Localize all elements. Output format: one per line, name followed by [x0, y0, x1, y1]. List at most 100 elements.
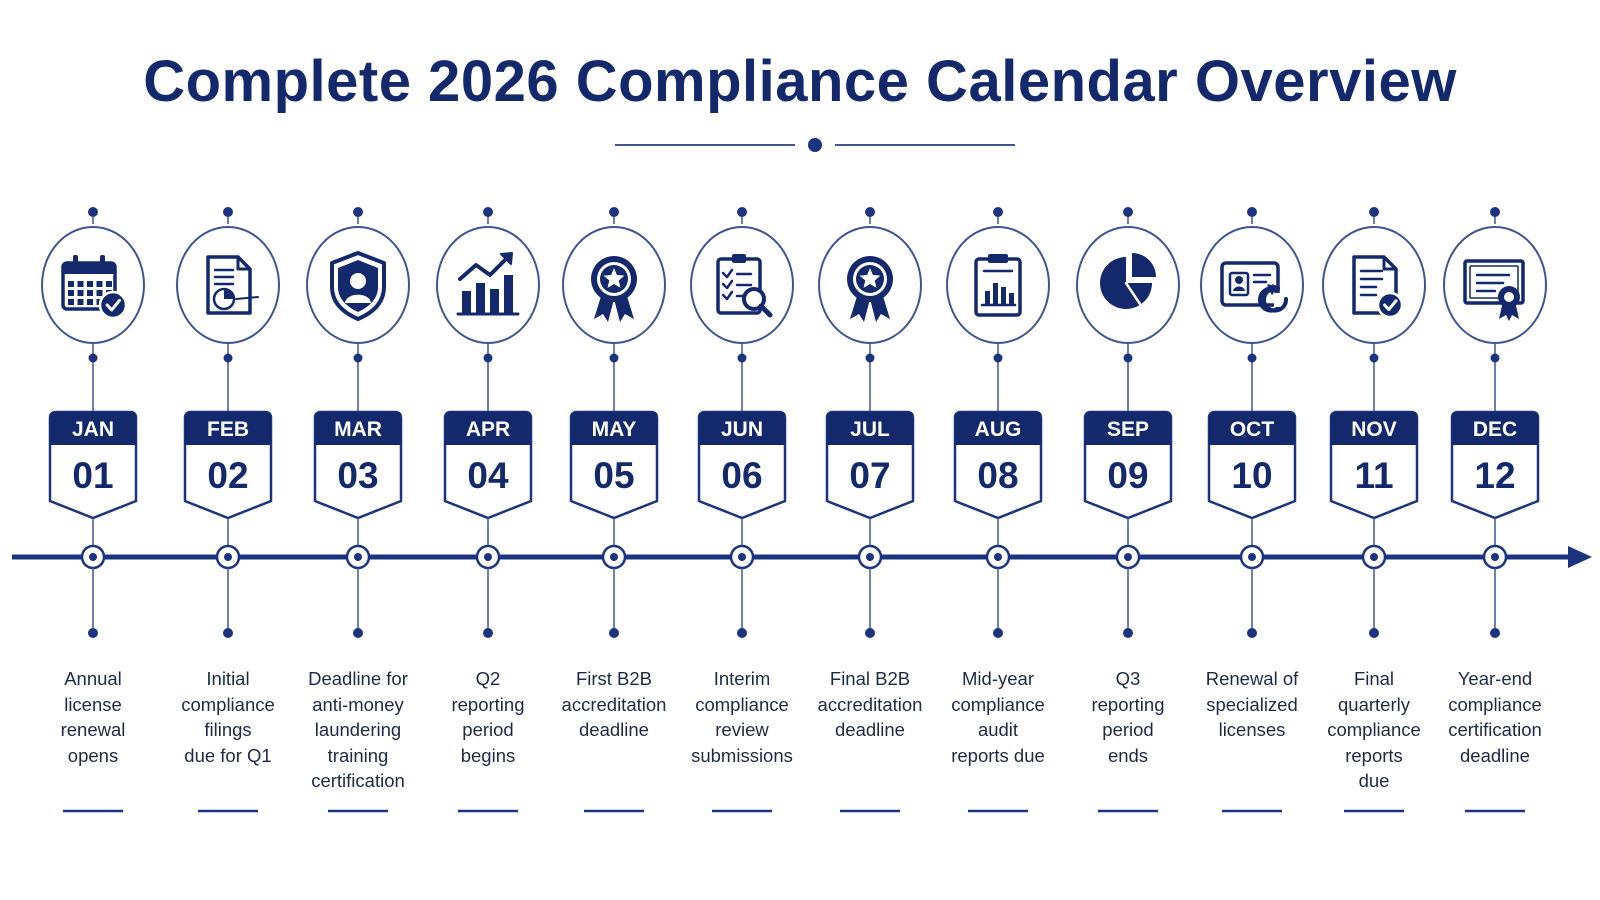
bottom-dot — [483, 628, 493, 638]
date-tag-header — [1209, 412, 1295, 445]
milestone-feb: FEB 02 — [176, 207, 280, 813]
clipboard-search-icon — [716, 254, 773, 318]
timeline-arrowhead — [1568, 546, 1592, 568]
month-label: DEC — [1473, 418, 1517, 441]
month-label: MAR — [334, 418, 382, 441]
date-tag-header — [50, 412, 136, 445]
day-number: 09 — [1107, 455, 1148, 496]
top-dot — [993, 207, 1003, 217]
milestone-description: Q2 reporting period begins — [451, 668, 525, 766]
day-number: 01 — [72, 455, 113, 496]
date-tag-header — [1331, 412, 1417, 445]
month-label: APR — [466, 418, 510, 441]
milestone-sep: SEP 09 — [1076, 207, 1180, 813]
bottom-dot — [353, 628, 363, 638]
pie-chart-icon — [1100, 253, 1158, 309]
milestone-may: MAY 05 — [562, 207, 666, 813]
month-label: SEP — [1107, 418, 1149, 441]
month-label: JUN — [721, 418, 763, 441]
divider-line-right — [835, 144, 1015, 146]
bottom-dot — [223, 628, 233, 638]
top-dot — [609, 207, 619, 217]
day-number: 05 — [593, 455, 634, 496]
certificate-icon — [1463, 259, 1525, 321]
day-number: 04 — [467, 455, 509, 496]
milestone-description: Deadline for anti-money laundering training… — [308, 668, 408, 791]
month-label: JUL — [850, 418, 890, 441]
milestone-dec: DEC 12 — [1443, 207, 1547, 813]
clipboard-chart-icon — [974, 254, 1022, 317]
milestone-description: Q3 reporting period ends — [1091, 668, 1165, 766]
milestone-description: First B2B accreditation deadline — [561, 668, 667, 740]
milestone-description: Year-end compliance certification deadline — [1448, 668, 1542, 766]
top-dot — [865, 207, 875, 217]
license-renew-icon — [1220, 261, 1289, 313]
bottom-dot — [865, 628, 875, 638]
top-dot — [1123, 207, 1133, 217]
award-ribbon-icon — [591, 256, 637, 322]
day-number: 10 — [1231, 455, 1272, 496]
top-dot — [737, 207, 747, 217]
calendar-check-icon — [61, 255, 128, 320]
document-check-icon — [1352, 255, 1404, 319]
date-tag-header — [699, 412, 785, 445]
month-label: OCT — [1230, 418, 1275, 441]
date-tag-header — [1085, 412, 1171, 445]
top-dot — [1369, 207, 1379, 217]
top-dot — [223, 207, 233, 217]
date-tag-header — [315, 412, 401, 445]
milestone-oct: OCT 10 — [1200, 207, 1304, 813]
day-number: 02 — [207, 455, 248, 496]
month-label: JAN — [72, 418, 114, 441]
award-ribbon-icon — [847, 256, 893, 322]
top-dot — [1247, 207, 1257, 217]
day-number: 12 — [1474, 455, 1515, 496]
divider-line-left — [615, 144, 795, 146]
top-dot — [88, 207, 98, 217]
milestone-nov: NOV 11 — [1322, 207, 1426, 813]
bottom-dot — [88, 628, 98, 638]
bottom-dot — [1369, 628, 1379, 638]
milestone-description: Mid-year compliance audit reports due — [951, 668, 1045, 766]
date-tag-header — [1452, 412, 1538, 445]
date-tag-header — [571, 412, 657, 445]
title-divider — [615, 135, 1015, 155]
bottom-dot — [1247, 628, 1257, 638]
month-label: AUG — [975, 418, 1022, 441]
milestone-description: Renewal of specialized licenses — [1205, 668, 1299, 740]
document-chart-icon — [206, 255, 259, 315]
milestone-aug: AUG 08 — [946, 207, 1050, 813]
day-number: 06 — [721, 455, 762, 496]
date-tag-header — [827, 412, 913, 445]
bottom-dot — [737, 628, 747, 638]
milestone-description: Final quarterly compliance reports due — [1327, 668, 1421, 791]
milestone-description: Final B2B accreditation deadline — [817, 668, 923, 740]
date-tag-header — [955, 412, 1041, 445]
shield-user-icon — [330, 251, 386, 321]
month-label: NOV — [1351, 418, 1397, 441]
top-dot — [353, 207, 363, 217]
bottom-dot — [609, 628, 619, 638]
milestone-description: Interim compliance review submissions — [691, 668, 793, 766]
icon-badge — [436, 226, 540, 344]
bottom-dot — [1123, 628, 1133, 638]
day-number: 07 — [849, 455, 890, 496]
milestone-jul: JUL 07 — [818, 207, 922, 813]
milestone-jun: JUN 06 — [690, 207, 794, 813]
divider-dot — [808, 138, 822, 152]
top-dot — [1490, 207, 1500, 217]
month-label: MAY — [592, 418, 637, 441]
day-number: 08 — [977, 455, 1018, 496]
date-tag-header — [445, 412, 531, 445]
milestone-description: Annual license renewal opens — [60, 668, 126, 766]
page-title: Complete 2026 Compliance Calendar Overvi… — [143, 49, 1457, 114]
month-label: FEB — [207, 418, 249, 441]
date-tag-header — [185, 412, 271, 445]
milestone-apr: APR 04 — [436, 207, 540, 813]
top-dot — [483, 207, 493, 217]
milestone-description: Initial compliance filings due for Q1 — [181, 668, 275, 766]
milestone-mar: MAR 03 — [306, 207, 410, 813]
bottom-dot — [993, 628, 1003, 638]
bottom-dot — [1490, 628, 1500, 638]
